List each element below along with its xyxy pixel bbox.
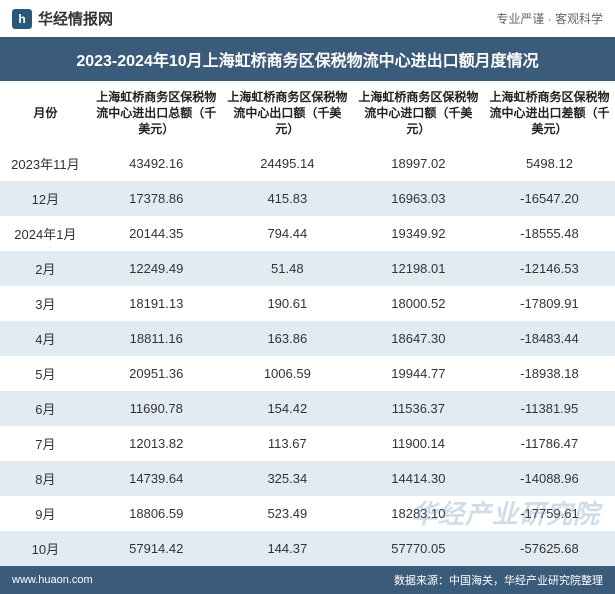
table-cell: -12146.53 (484, 251, 615, 286)
table-cell: 113.67 (222, 426, 353, 461)
table-cell: 163.86 (222, 321, 353, 356)
site-header: h 华经情报网 专业严谨 · 客观科学 (0, 0, 615, 37)
table-cell: 12013.82 (91, 426, 222, 461)
table-cell: 523.49 (222, 496, 353, 531)
table-row: 3月18191.13190.6118000.52-17809.91 (0, 286, 615, 321)
table-cell: 51.48 (222, 251, 353, 286)
table-container: 月份 上海虹桥商务区保税物流中心进出口总额（千美元） 上海虹桥商务区保税物流中心… (0, 81, 615, 566)
table-cell: 18997.02 (353, 146, 484, 181)
table-cell: 154.42 (222, 391, 353, 426)
table-cell: 18000.52 (353, 286, 484, 321)
table-cell: 18191.13 (91, 286, 222, 321)
table-cell: 8月 (0, 461, 91, 496)
table-cell: 5月 (0, 356, 91, 391)
table-cell: -57625.68 (484, 531, 615, 566)
table-cell: 794.44 (222, 216, 353, 251)
table-row: 8月14739.64325.3414414.30-14088.96 (0, 461, 615, 496)
table-cell: 7月 (0, 426, 91, 461)
table-cell: -11381.95 (484, 391, 615, 426)
table-row: 7月12013.82113.6711900.14-11786.47 (0, 426, 615, 461)
logo-text: 华经情报网 (38, 8, 113, 29)
table-cell: 16963.03 (353, 181, 484, 216)
table-cell: 11690.78 (91, 391, 222, 426)
table-cell: 10月 (0, 531, 91, 566)
table-row: 6月11690.78154.4211536.37-11381.95 (0, 391, 615, 426)
footer-url: www.huaon.com (12, 574, 93, 586)
table-row: 9月18806.59523.4918283.10-17759.61 (0, 496, 615, 531)
table-cell: -17809.91 (484, 286, 615, 321)
table-cell: -18483.44 (484, 321, 615, 356)
table-cell: 24495.14 (222, 146, 353, 181)
table-cell: 17378.86 (91, 181, 222, 216)
table-cell: 2024年1月 (0, 216, 91, 251)
footer-source: 数据来源：中国海关，华经产业研究院整理 (394, 572, 603, 588)
table-cell: -11786.47 (484, 426, 615, 461)
table-cell: 20144.35 (91, 216, 222, 251)
table-cell: 190.61 (222, 286, 353, 321)
table-cell: 6月 (0, 391, 91, 426)
table-cell: 18283.10 (353, 496, 484, 531)
table-cell: 18806.59 (91, 496, 222, 531)
table-cell: 2023年11月 (0, 146, 91, 181)
table-cell: 11900.14 (353, 426, 484, 461)
table-cell: 19349.92 (353, 216, 484, 251)
table-cell: -16547.20 (484, 181, 615, 216)
logo-section: h 华经情报网 (12, 8, 113, 29)
table-cell: -14088.96 (484, 461, 615, 496)
col-header-import: 上海虹桥商务区保税物流中心进口额（千美元） (353, 81, 484, 146)
table-cell: 3月 (0, 286, 91, 321)
data-table: 月份 上海虹桥商务区保税物流中心进出口总额（千美元） 上海虹桥商务区保税物流中心… (0, 81, 615, 566)
table-row: 12月17378.86415.8316963.03-16547.20 (0, 181, 615, 216)
col-header-export: 上海虹桥商务区保税物流中心出口额（千美元） (222, 81, 353, 146)
table-cell: 1006.59 (222, 356, 353, 391)
logo-icon: h (12, 9, 32, 29)
table-cell: 57914.42 (91, 531, 222, 566)
table-cell: 11536.37 (353, 391, 484, 426)
table-cell: 144.37 (222, 531, 353, 566)
table-cell: 18647.30 (353, 321, 484, 356)
table-cell: 12月 (0, 181, 91, 216)
table-body: 2023年11月43492.1624495.1418997.025498.121… (0, 146, 615, 566)
table-cell: 14414.30 (353, 461, 484, 496)
table-cell: -17759.61 (484, 496, 615, 531)
table-cell: -18555.48 (484, 216, 615, 251)
table-cell: 325.34 (222, 461, 353, 496)
table-row: 2023年11月43492.1624495.1418997.025498.12 (0, 146, 615, 181)
col-header-month: 月份 (0, 81, 91, 146)
tagline: 专业严谨 · 客观科学 (496, 10, 603, 27)
table-cell: 415.83 (222, 181, 353, 216)
table-cell: 57770.05 (353, 531, 484, 566)
table-cell: 20951.36 (91, 356, 222, 391)
table-cell: 43492.16 (91, 146, 222, 181)
table-cell: 4月 (0, 321, 91, 356)
table-header-row: 月份 上海虹桥商务区保税物流中心进出口总额（千美元） 上海虹桥商务区保税物流中心… (0, 81, 615, 146)
table-cell: 19944.77 (353, 356, 484, 391)
footer: www.huaon.com 数据来源：中国海关，华经产业研究院整理 (0, 566, 615, 594)
table-cell: 12249.49 (91, 251, 222, 286)
table-row: 2月12249.4951.4812198.01-12146.53 (0, 251, 615, 286)
page-title: 2023-2024年10月上海虹桥商务区保税物流中心进出口额月度情况 (0, 37, 615, 81)
table-row: 4月18811.16163.8618647.30-18483.44 (0, 321, 615, 356)
table-cell: 5498.12 (484, 146, 615, 181)
table-cell: 9月 (0, 496, 91, 531)
table-cell: -18938.18 (484, 356, 615, 391)
table-cell: 18811.16 (91, 321, 222, 356)
table-row: 5月20951.361006.5919944.77-18938.18 (0, 356, 615, 391)
col-header-diff: 上海虹桥商务区保税物流中心进出口差额（千美元） (484, 81, 615, 146)
table-row: 10月57914.42144.3757770.05-57625.68 (0, 531, 615, 566)
table-cell: 14739.64 (91, 461, 222, 496)
table-cell: 2月 (0, 251, 91, 286)
table-row: 2024年1月20144.35794.4419349.92-18555.48 (0, 216, 615, 251)
col-header-total: 上海虹桥商务区保税物流中心进出口总额（千美元） (91, 81, 222, 146)
table-cell: 12198.01 (353, 251, 484, 286)
